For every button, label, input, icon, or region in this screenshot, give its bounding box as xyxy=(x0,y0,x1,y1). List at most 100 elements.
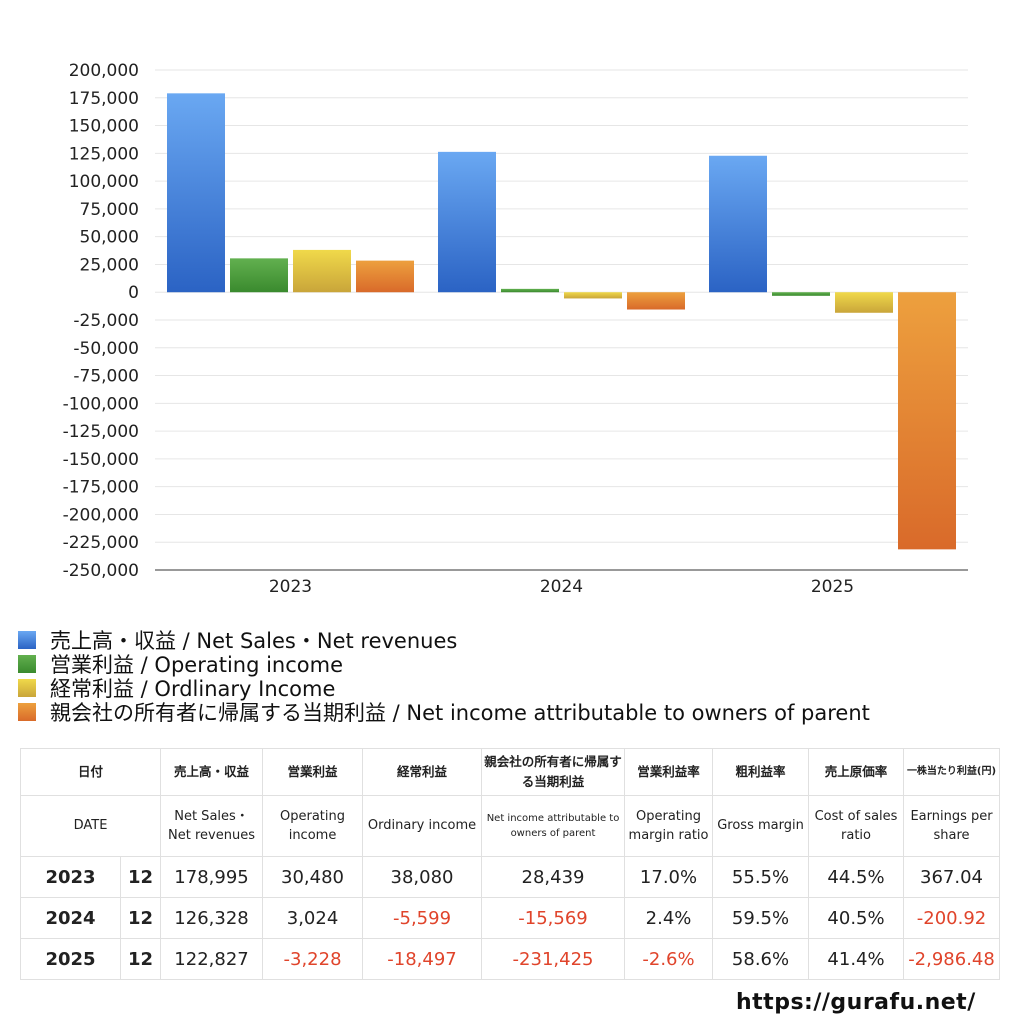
legend-label: 親会社の所有者に帰属する当期利益 / Net income attributab… xyxy=(50,701,870,725)
y-tick-label: -25,000 xyxy=(73,311,139,331)
bar xyxy=(709,155,767,293)
cell-net: -231,425 xyxy=(481,938,626,980)
header-date-jp: 日付 xyxy=(19,748,162,796)
cell-month: 12 xyxy=(119,897,162,939)
bar xyxy=(501,288,559,293)
y-tick-label: -50,000 xyxy=(73,339,139,359)
header-op-en: Operating income xyxy=(262,795,364,857)
bar xyxy=(772,292,830,296)
financial-table: 日付 売上高・収益 営業利益 経常利益 親会社の所有者に帰属する当期利益 営業利… xyxy=(19,748,1001,980)
cell-op: 30,480 xyxy=(262,856,364,898)
y-tick-label: -175,000 xyxy=(63,478,139,498)
bar xyxy=(564,292,622,299)
legend-item-operating: 営業利益 / Operating income xyxy=(18,652,870,677)
x-tick-label: 2024 xyxy=(540,577,583,597)
header-ord-jp: 経常利益 xyxy=(362,748,483,796)
y-tick-label: -200,000 xyxy=(63,505,139,525)
cell-eps: 367.04 xyxy=(903,856,1001,898)
cell-year: 2023 xyxy=(20,856,121,898)
bar xyxy=(627,292,685,310)
cell-sales: 178,995 xyxy=(160,856,264,898)
legend-swatch xyxy=(18,631,36,649)
header-ord-en: Ordinary income xyxy=(362,795,483,857)
legend-swatch xyxy=(18,655,36,673)
cell-year: 2025 xyxy=(20,938,121,980)
header-eps-en: Earnings per share xyxy=(903,795,1001,857)
cell-ord: -5,599 xyxy=(362,897,483,939)
site-url[interactable]: https://gurafu.net/ xyxy=(736,990,976,1015)
x-axis: 2023 2024 2025 xyxy=(269,577,854,597)
cell-eps: -200.92 xyxy=(903,897,1001,939)
cell-month: 12 xyxy=(119,938,162,980)
bar xyxy=(293,249,351,293)
cell-cos: 41.4% xyxy=(808,938,905,980)
y-tick-label: -100,000 xyxy=(63,394,139,414)
header-eps-jp: 一株当たり利益(円) xyxy=(903,748,1001,796)
cell-gm: 59.5% xyxy=(712,897,810,939)
header-row-jp: 日付 売上高・収益 営業利益 経常利益 親会社の所有者に帰属する当期利益 営業利… xyxy=(19,748,1001,796)
y-tick-label: 200,000 xyxy=(69,61,139,81)
table-row: 2023 12 178,995 30,480 38,080 28,439 17.… xyxy=(20,856,1001,898)
bar xyxy=(356,260,414,293)
bar xyxy=(438,151,496,293)
bar xyxy=(230,258,288,293)
cell-cos: 44.5% xyxy=(808,856,905,898)
cell-year: 2024 xyxy=(20,897,121,939)
cell-net: 28,439 xyxy=(481,856,626,898)
y-tick-label: -75,000 xyxy=(73,367,139,387)
cell-opm: 17.0% xyxy=(624,856,714,898)
y-tick-label: -225,000 xyxy=(63,533,139,553)
y-tick-label: 150,000 xyxy=(69,117,139,137)
cell-net: -15,569 xyxy=(481,897,626,939)
legend-swatch xyxy=(18,703,36,721)
header-opm-jp: 営業利益率 xyxy=(624,748,714,796)
cell-opm: 2.4% xyxy=(624,897,714,939)
bar xyxy=(167,93,225,293)
cell-gm: 58.6% xyxy=(712,938,810,980)
header-opm-en: Operating margin ratio xyxy=(624,795,714,857)
header-sales-jp: 売上高・収益 xyxy=(160,748,264,796)
cell-op: -3,228 xyxy=(262,938,364,980)
cell-sales: 122,827 xyxy=(160,938,264,980)
cell-eps: -2,986.48 xyxy=(903,938,1001,980)
cell-ord: -18,497 xyxy=(362,938,483,980)
legend-item-sales: 売上高・収益 / Net Sales・Net revenues xyxy=(18,628,870,653)
header-cos-en: Cost of sales ratio xyxy=(808,795,905,857)
cell-ord: 38,080 xyxy=(362,856,483,898)
header-date-en: DATE xyxy=(19,795,162,857)
bar xyxy=(898,292,956,550)
legend-label: 経常利益 / Ordlinary Income xyxy=(50,677,336,701)
y-tick-label: -125,000 xyxy=(63,422,139,442)
y-axis: 200,000 175,000 150,000 125,000 100,000 75,00… xyxy=(63,61,139,581)
y-tick-label: 175,000 xyxy=(69,89,139,109)
header-cos-jp: 売上原価率 xyxy=(808,748,905,796)
header-gm-jp: 粗利益率 xyxy=(712,748,810,796)
header-sales-en: Net Sales・Net revenues xyxy=(160,795,264,857)
bar xyxy=(835,292,893,313)
cell-opm: -2.6% xyxy=(624,938,714,980)
header-op-jp: 営業利益 xyxy=(262,748,364,796)
bar-chart: 200,000 175,000 150,000 125,000 100,000 75,00… xyxy=(63,61,968,597)
y-tick-label: 0 xyxy=(128,283,139,303)
table-row: 2024 12 126,328 3,024 -5,599 -15,569 2.4… xyxy=(20,897,1001,939)
bar-series xyxy=(167,93,956,550)
y-tick-label: 75,000 xyxy=(80,200,139,220)
header-net-en: Net income attributable to owners of par… xyxy=(481,795,626,857)
cell-gm: 55.5% xyxy=(712,856,810,898)
y-tick-label: 100,000 xyxy=(69,172,139,192)
cell-month: 12 xyxy=(119,856,162,898)
x-tick-label: 2023 xyxy=(269,577,312,597)
legend-swatch xyxy=(18,679,36,697)
y-tick-label: 50,000 xyxy=(80,228,139,248)
y-tick-label: -250,000 xyxy=(63,561,139,581)
cell-cos: 40.5% xyxy=(808,897,905,939)
cell-sales: 126,328 xyxy=(160,897,264,939)
cell-op: 3,024 xyxy=(262,897,364,939)
legend: 売上高・収益 / Net Sales・Net revenues 営業利益 / O… xyxy=(18,628,870,725)
legend-label: 営業利益 / Operating income xyxy=(50,653,344,677)
header-row-en: DATE Net Sales・Net revenues Operating in… xyxy=(19,795,1001,857)
gridlines xyxy=(155,69,968,571)
y-tick-label: 125,000 xyxy=(69,144,139,164)
legend-label: 売上高・収益 / Net Sales・Net revenues xyxy=(50,629,458,653)
y-tick-label: 25,000 xyxy=(80,255,139,275)
